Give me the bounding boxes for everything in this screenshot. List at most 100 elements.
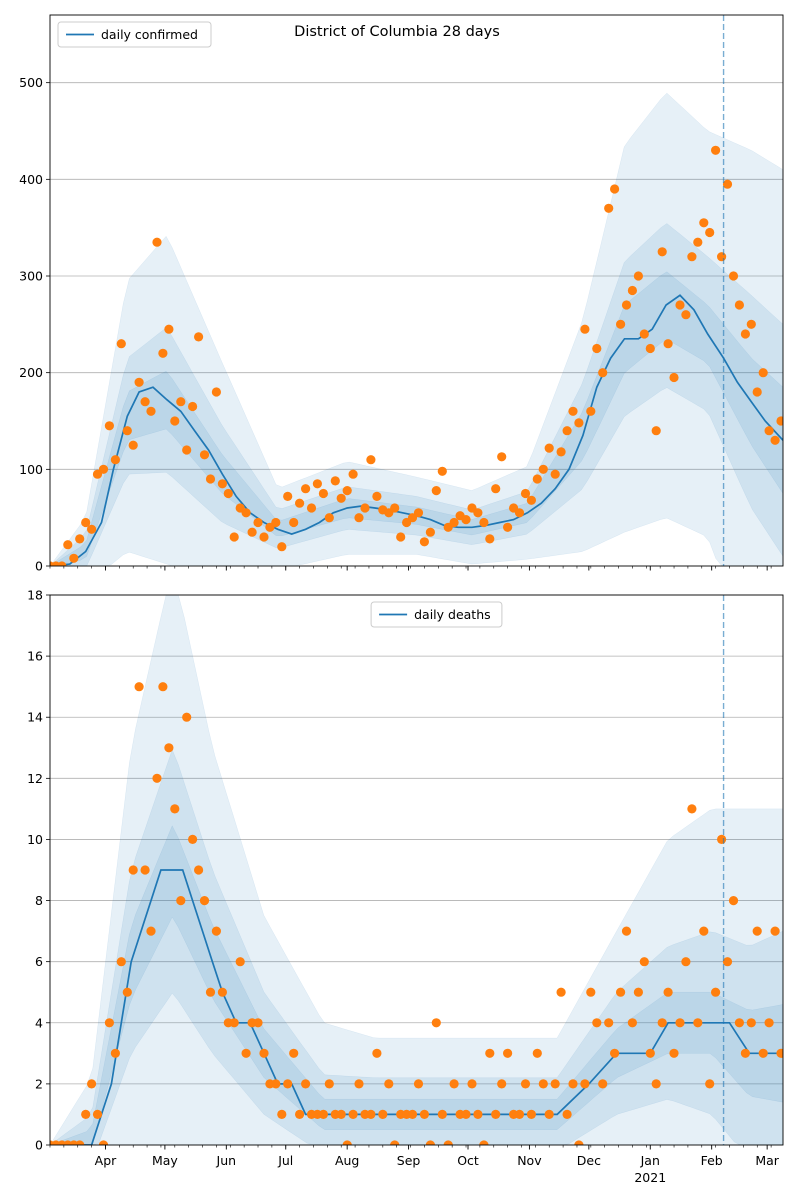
- y-tick-label: 500: [19, 75, 43, 90]
- data-point: [158, 348, 168, 358]
- data-point: [449, 1079, 459, 1089]
- data-point: [770, 435, 780, 445]
- data-point: [461, 515, 471, 525]
- data-point: [289, 1048, 299, 1058]
- data-point: [372, 491, 382, 501]
- y-tick-label: 2: [35, 1076, 43, 1091]
- y-tick-label: 6: [35, 954, 43, 969]
- data-point: [140, 397, 150, 407]
- data-point: [354, 513, 364, 523]
- data-point: [217, 479, 227, 489]
- data-point: [122, 426, 132, 436]
- data-point: [485, 534, 495, 544]
- data-point: [229, 1018, 239, 1028]
- data-point: [526, 495, 537, 505]
- data-point: [104, 421, 114, 431]
- data-point: [170, 804, 180, 814]
- data-point: [199, 450, 210, 460]
- y-tick-label: 12: [27, 771, 43, 786]
- data-point: [485, 1048, 495, 1058]
- data-point: [194, 865, 204, 875]
- x-tick-label: Nov: [517, 1153, 542, 1168]
- data-point: [734, 300, 745, 310]
- data-point: [491, 484, 501, 494]
- data-point: [758, 368, 768, 378]
- data-point: [669, 1048, 679, 1058]
- data-point: [164, 324, 174, 334]
- data-point: [146, 926, 156, 936]
- y-tick-label: 8: [35, 893, 43, 908]
- data-point: [81, 517, 91, 528]
- data-point: [675, 300, 685, 310]
- data-point: [324, 513, 334, 523]
- data-point: [711, 987, 721, 997]
- deaths-panel: 0 2 4 6 8 10 12 14 16 18 Apr May Jun Jul Aug Sep Oct Nov D…: [27, 588, 784, 1185]
- y-tick-label: 200: [19, 365, 43, 380]
- data-point: [217, 987, 227, 997]
- data-point: [550, 1079, 560, 1089]
- data-point: [342, 486, 352, 496]
- data-point: [526, 1109, 537, 1119]
- y-tick-label: 18: [27, 588, 43, 603]
- figure-title: District of Columbia 28 days: [294, 24, 500, 40]
- data-point: [538, 464, 548, 474]
- data-point: [128, 440, 138, 450]
- data-point: [110, 1048, 120, 1058]
- plot-area: [50, 92, 783, 566]
- data-point: [621, 300, 632, 310]
- y-tick-label: 16: [27, 649, 43, 664]
- data-point: [223, 488, 233, 499]
- data-point: [152, 237, 162, 247]
- data-point: [574, 418, 584, 428]
- x-tick-year-label: 2021: [634, 1170, 666, 1185]
- data-point: [532, 474, 542, 484]
- data-point: [598, 368, 608, 378]
- data-point: [413, 1079, 424, 1089]
- data-point: [693, 1018, 703, 1028]
- data-point: [711, 145, 721, 155]
- data-point: [633, 271, 644, 281]
- data-point: [122, 987, 132, 997]
- data-point: [419, 537, 429, 547]
- data-point: [568, 406, 578, 416]
- data-point: [390, 503, 400, 513]
- data-point: [627, 285, 638, 296]
- data-point: [176, 896, 186, 906]
- data-point: [610, 184, 620, 194]
- data-point: [752, 926, 762, 936]
- data-point: [621, 926, 632, 936]
- legend-label: daily confirmed: [101, 27, 198, 42]
- x-tick-label: Dec: [577, 1153, 601, 1168]
- legend-label: daily deaths: [414, 607, 491, 622]
- data-point: [568, 1079, 578, 1089]
- data-point: [639, 957, 649, 967]
- data-point: [764, 426, 774, 436]
- data-point: [479, 1140, 489, 1145]
- data-point: [235, 957, 245, 967]
- data-point: [514, 508, 525, 518]
- data-point: [87, 524, 97, 534]
- data-point: [776, 416, 783, 426]
- data-point: [283, 1079, 293, 1089]
- data-point: [717, 834, 727, 845]
- data-point: [87, 1079, 97, 1089]
- data-point: [134, 682, 144, 692]
- data-point: [354, 1079, 364, 1089]
- data-point: [134, 377, 144, 387]
- data-point: [57, 561, 67, 566]
- data-point: [544, 1109, 554, 1119]
- x-tick-label: Jan: [640, 1153, 660, 1168]
- data-point: [110, 455, 120, 465]
- x-tick-label: Aug: [335, 1153, 359, 1168]
- data-point: [675, 1018, 685, 1028]
- data-point: [598, 1079, 608, 1089]
- data-point: [520, 1079, 531, 1089]
- data-point: [164, 743, 174, 753]
- y-tick-label: 0: [35, 1138, 43, 1153]
- data-point: [301, 484, 311, 494]
- data-point: [497, 452, 507, 462]
- data-point: [194, 332, 204, 342]
- uncertainty-band: [50, 748, 783, 1145]
- data-point: [645, 1048, 655, 1058]
- data-point: [211, 926, 221, 936]
